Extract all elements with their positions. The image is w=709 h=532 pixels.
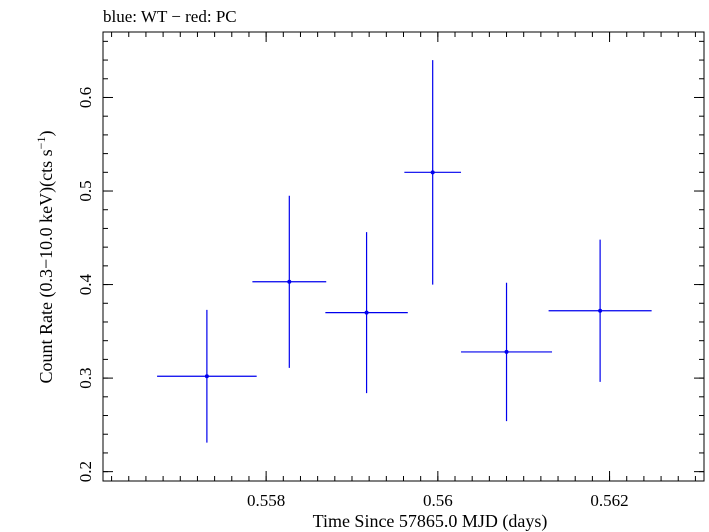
data-point [157, 309, 257, 443]
data-point [548, 239, 652, 382]
y-axis-label-prefix: Count Rate (0.3−10.0 keV)(cts s [36, 149, 57, 383]
data-point [404, 60, 462, 285]
y-tick-label: 0.2 [76, 461, 95, 482]
axis-ticks [103, 32, 704, 481]
y-tick-label: 0.4 [76, 273, 95, 295]
data-point [461, 282, 553, 422]
point-marker [204, 374, 209, 379]
x-tick-label: 0.558 [247, 491, 285, 510]
y-axis-label: Count Rate (0.3−10.0 keV)(cts s−1) [34, 131, 57, 384]
y-axis-label-suffix: ) [36, 131, 57, 137]
plot-frame [102, 31, 705, 482]
y-tick-labels: 0.2 0.3 0.4 0.5 0.6 [76, 87, 95, 482]
y-tick-label: 0.3 [76, 367, 95, 388]
chart-title: blue: WT − red: PC [103, 7, 237, 26]
x-tick-label: 0.562 [590, 491, 628, 510]
point-marker [430, 170, 435, 175]
point-marker [364, 310, 369, 315]
x-tick-labels: 0.558 0.56 0.562 [247, 491, 629, 510]
data-points [157, 60, 652, 443]
data-point [325, 232, 408, 394]
y-tick-label: 0.5 [76, 180, 95, 201]
y-axis-label-superscript: −1 [34, 137, 48, 150]
data-point [252, 195, 327, 368]
x-tick-label: 0.56 [423, 491, 453, 510]
point-marker [598, 308, 603, 313]
point-marker [287, 279, 292, 284]
y-tick-label: 0.6 [76, 87, 95, 108]
point-marker [504, 349, 509, 354]
x-axis-label: Time Since 57865.0 MJD (days) [313, 511, 548, 532]
